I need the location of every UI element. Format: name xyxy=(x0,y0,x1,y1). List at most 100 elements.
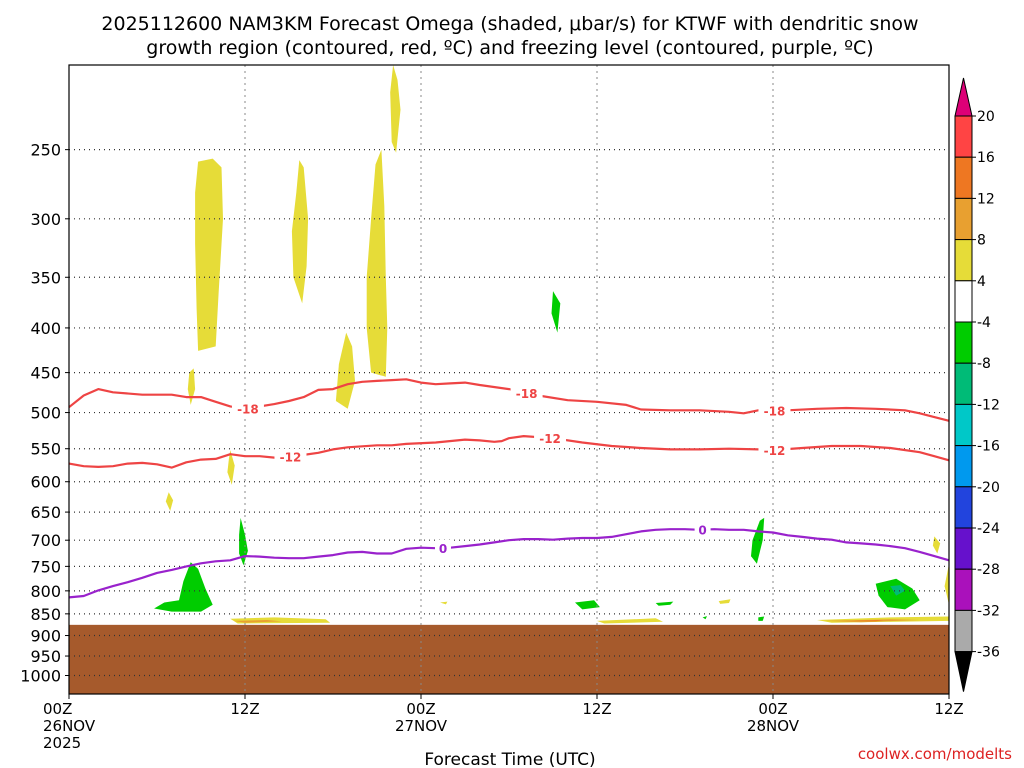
contour-label-bg xyxy=(435,539,451,555)
x-tick-label: 00Z xyxy=(406,700,435,718)
y-tick-label: 300 xyxy=(30,210,61,229)
omega-region-12_16 xyxy=(853,620,883,622)
y-tick-label: 350 xyxy=(30,268,61,287)
contour-label-bg xyxy=(534,430,567,446)
omega-region-m4_m8 xyxy=(751,517,765,564)
contour-label: 0 xyxy=(698,524,706,538)
colorbar-label: -12 xyxy=(977,397,1000,413)
omega-region-8_12 xyxy=(233,620,282,623)
contour-label: -12 xyxy=(764,444,786,458)
omega-region-4_8 xyxy=(195,158,223,351)
omega-region-4_8 xyxy=(165,492,174,511)
x-tick-label: 26NOV xyxy=(43,717,96,735)
y-tick-label: 450 xyxy=(30,364,61,383)
colorbar-swatch xyxy=(954,527,973,570)
colorbar-swatch xyxy=(954,568,973,611)
omega-region-4_8 xyxy=(718,599,731,604)
contour-label-bg xyxy=(758,402,791,418)
colorbar-swatch xyxy=(954,445,973,488)
watermark: coolwx.com/modelts xyxy=(858,745,1012,763)
colorbar-swatch xyxy=(954,321,973,364)
terrain-block xyxy=(69,624,949,694)
omega-region-4_8 xyxy=(944,563,949,605)
y-tick-label: 650 xyxy=(30,503,61,522)
colorbar-label: 12 xyxy=(977,191,995,207)
colorbar-swatch xyxy=(954,280,973,323)
colorbar-top-arrow xyxy=(954,77,973,117)
colorbar-label: -36 xyxy=(977,645,1000,661)
colorbar-swatch xyxy=(954,362,973,405)
x-tick-label: 12Z xyxy=(934,700,963,718)
omega-region-m8_m12 xyxy=(890,585,905,596)
y-tick-label: 750 xyxy=(30,557,61,576)
colorbar-label: -8 xyxy=(977,356,991,372)
colorbar-label: -16 xyxy=(977,439,1000,455)
colorbar-label: 4 xyxy=(977,274,986,290)
x-tick-label: 00Z xyxy=(758,700,787,718)
omega-region-4_8 xyxy=(597,618,663,624)
omega-region-4_8 xyxy=(291,160,309,304)
y-tick-label: 400 xyxy=(30,319,61,338)
y-tick-label: 250 xyxy=(30,141,61,160)
contour-label-bg xyxy=(274,448,307,464)
contour-label-bg xyxy=(694,521,711,537)
plot-frame xyxy=(68,64,950,695)
contour-label-bg xyxy=(510,384,543,400)
colorbar-swatch xyxy=(954,239,973,282)
colorbar-label: -28 xyxy=(977,562,1000,578)
y-tick-label: 800 xyxy=(30,582,61,601)
omega-region-m4_m8 xyxy=(758,616,765,621)
omega-region-4_8 xyxy=(187,368,196,405)
contour-label: -18 xyxy=(516,387,538,401)
contour-label: -18 xyxy=(764,404,786,418)
x-tick-label: 27NOV xyxy=(395,717,448,735)
colorbar-label: 16 xyxy=(977,150,995,166)
y-tick-label: 700 xyxy=(30,531,61,550)
omega-region-4_8 xyxy=(227,450,235,485)
x-tick-label: 12Z xyxy=(582,700,611,718)
omega-region-4_8 xyxy=(335,332,355,409)
colorbar-label: -20 xyxy=(977,480,1000,496)
terrain-fill xyxy=(69,624,949,694)
x-tick-label: 2025 xyxy=(43,734,81,752)
x-tick-label: 00Z xyxy=(43,700,72,718)
grid-lines xyxy=(68,65,950,694)
contour-layer: -18 -18 -18 -12 -12 -12 0 0 xyxy=(68,378,950,599)
colorbar-label: 8 xyxy=(977,233,986,249)
y-tick-label: 500 xyxy=(30,404,61,423)
colorbar-swatch xyxy=(954,486,973,529)
colorbar-swatch xyxy=(954,156,973,199)
omega-region-4_8 xyxy=(440,601,448,605)
omega-region-m4_m8 xyxy=(154,562,213,612)
colorbar: 20 16 12 8 4 -4 -8 -12 -16 -20 -24 -28 -32 -36 xyxy=(954,77,1000,692)
contour-label-bg xyxy=(231,400,264,416)
colorbar-swatch xyxy=(954,403,973,447)
contour-line xyxy=(68,528,950,599)
y-tick-label: 950 xyxy=(30,647,61,666)
colorbar-label: 20 xyxy=(977,109,995,125)
x-axis-label: Forecast Time (UTC) xyxy=(424,750,595,768)
contour-label-bg xyxy=(758,441,791,457)
plot-area: -18 -18 -18 -12 -12 -12 0 0 xyxy=(68,64,950,695)
omega-region-4_8 xyxy=(366,149,388,377)
colorbar-label: -4 xyxy=(977,315,991,331)
omega-region-m4_m8 xyxy=(551,291,561,333)
contour-label: -12 xyxy=(280,451,302,465)
x-tick-label: 28NOV xyxy=(747,717,800,735)
colorbar-swatch xyxy=(954,197,973,241)
colorbar-bottom-arrow xyxy=(954,651,973,692)
colorbar-swatch xyxy=(954,115,973,158)
y-axis-ticks: 250 300 350 400 450 500 550 600 650 700 750 800 850 9… xyxy=(20,141,69,685)
colorbar-swatch xyxy=(954,609,973,653)
contour-label: 0 xyxy=(439,542,447,556)
omega-region-m4_m8 xyxy=(655,601,674,606)
y-tick-label: 900 xyxy=(30,627,61,646)
contour-label: -12 xyxy=(539,432,561,446)
y-tick-label: 550 xyxy=(30,440,61,459)
colorbar-label: -32 xyxy=(977,603,1000,619)
omega-shading-layer xyxy=(154,65,949,624)
colorbar-label: -24 xyxy=(977,521,1000,537)
contour-label: -18 xyxy=(237,402,259,416)
